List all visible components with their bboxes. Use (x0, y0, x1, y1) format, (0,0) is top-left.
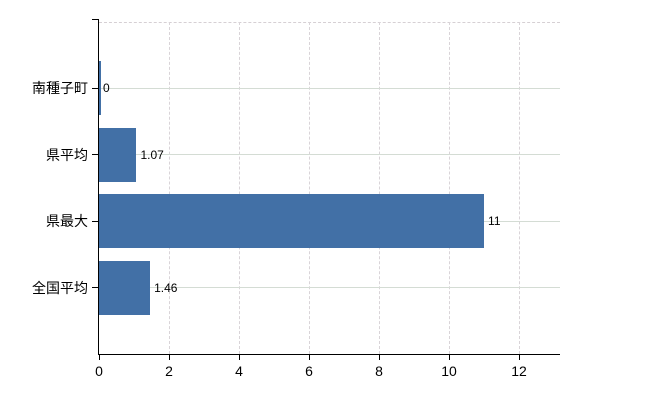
category-tick (92, 87, 98, 89)
vertical-gridline (239, 22, 240, 354)
category-label: 県最大 (46, 213, 88, 230)
x-axis-tick (169, 355, 170, 360)
horizontal-gridline (99, 287, 560, 289)
x-tick-label: 8 (375, 363, 383, 379)
horizontal-gridline (99, 154, 560, 156)
category-tick (92, 287, 98, 289)
vertical-gridline (169, 22, 170, 354)
vertical-gridline (449, 22, 451, 354)
x-tick-label: 12 (511, 363, 527, 379)
x-axis-tick (99, 355, 100, 360)
category-label: 全国平均 (32, 279, 88, 296)
value-label: 1.46 (154, 280, 178, 295)
bar (99, 127, 137, 182)
value-label: 11 (488, 214, 501, 229)
category-label: 県平均 (46, 146, 88, 163)
x-axis-tick (309, 355, 311, 360)
x-tick-label: 10 (441, 363, 457, 379)
bar (99, 61, 101, 116)
x-tick-label: 4 (235, 363, 243, 379)
x-tick-label: 6 (305, 363, 313, 379)
bar (99, 260, 151, 315)
vertical-gridline (309, 22, 311, 354)
x-axis-tick (239, 355, 240, 360)
horizontal-gridline (99, 87, 560, 89)
y-axis-top-tick (92, 19, 98, 20)
category-tick (92, 154, 98, 156)
x-tick-label: 0 (95, 363, 103, 379)
category-tick (92, 220, 98, 222)
category-label: 南種子町 (32, 80, 88, 97)
value-label: 0 (103, 81, 110, 96)
x-tick-label: 2 (165, 363, 173, 379)
x-axis-tick (449, 355, 451, 360)
x-axis-line (98, 354, 560, 355)
value-label: 1.07 (140, 147, 164, 162)
x-axis-tick (379, 355, 381, 360)
x-axis-tick (519, 355, 521, 360)
vertical-gridline (519, 22, 521, 354)
vertical-gridline (379, 22, 381, 354)
y-axis-line (98, 19, 99, 354)
bar (99, 194, 485, 249)
plot-top-border (99, 22, 560, 23)
